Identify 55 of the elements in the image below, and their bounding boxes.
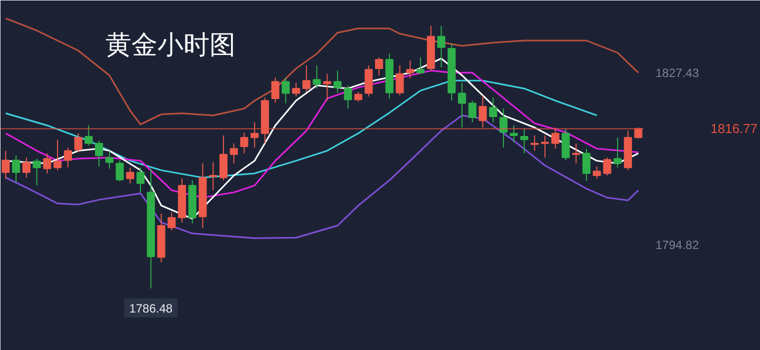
annotation: 1786.48 [129,301,173,316]
candlestick [2,150,10,180]
candlestick [116,160,124,182]
candlestick [126,167,134,184]
candlestick [64,147,72,168]
candlestick [572,142,580,164]
text: 黄金小时图 [106,30,236,60]
candlestick [396,64,404,96]
candlestick [458,82,466,128]
y-tick-label: 1827.43 [656,66,700,80]
candlestick [271,76,280,104]
line-series [4,70,640,198]
candlestick [302,64,310,92]
candlestick [95,140,104,168]
candlestick [592,166,601,180]
candlestick [136,167,145,193]
candlestick [22,157,30,178]
candlestick [406,60,414,80]
candlestick [209,162,218,191]
candlestick [292,82,300,97]
candlestick [364,64,373,97]
candlestick [43,152,52,174]
candlestick [520,128,528,154]
candlestick [312,64,321,90]
candlestick [510,124,518,143]
candlestick [489,96,498,123]
candlestick [323,73,332,102]
candlestick [105,150,114,170]
candlestick [74,132,82,153]
candlestick [437,25,446,68]
candlestick [603,157,612,176]
candlestick [416,56,425,74]
y-tick-label: 1794.82 [656,238,700,252]
candlestick [240,132,248,154]
candlestick [230,142,238,164]
candlestick [54,139,62,171]
candlestick [354,91,362,102]
candlestick [334,70,342,94]
candlestick [468,100,476,123]
candlestick [540,134,549,158]
candlestick [32,158,41,186]
candlestick [12,154,20,183]
line-series [4,18,640,126]
candlestick [614,137,622,168]
candlestick [84,124,93,146]
candlestick [530,134,539,152]
candlestick [582,148,590,182]
candlestick [282,76,290,104]
candlestick [344,84,352,110]
candlestick [219,134,228,181]
line-series [4,80,598,178]
candlestick [499,108,508,148]
ref-line-label: 1816.77 [710,121,758,136]
candlestick [168,212,176,231]
candlestick [375,56,384,76]
